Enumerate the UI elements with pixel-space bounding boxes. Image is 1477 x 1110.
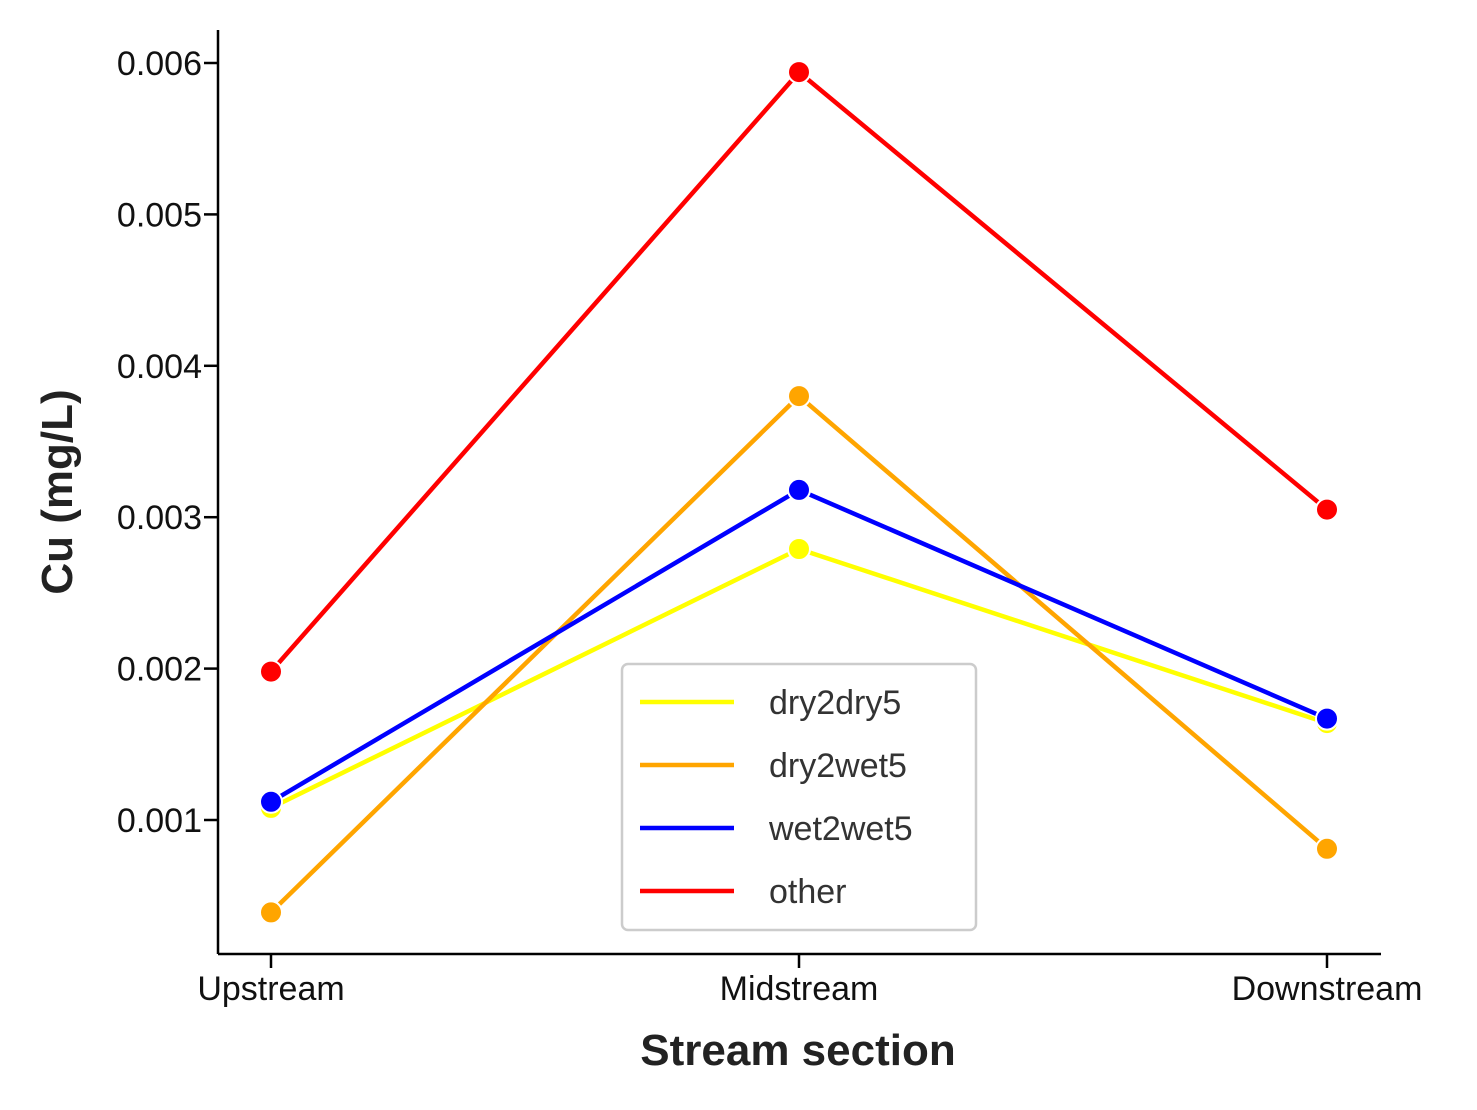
- legend: dry2dry5 dry2wet5 wet2wet5 other: [620, 662, 978, 932]
- x-axis-title: Stream section: [640, 1026, 955, 1075]
- data-point-dry2wet5: [1315, 836, 1339, 861]
- x-tick-label: Upstream: [197, 970, 344, 1008]
- data-point-dry2dry5: [787, 537, 811, 561]
- data-point-other: [787, 60, 811, 85]
- legend-label-dry2dry5: dry2dry5: [769, 684, 901, 722]
- y-tick-label: 0.001: [117, 802, 202, 840]
- series-wet2wet5: [259, 477, 1339, 814]
- y-tick-label: 0.005: [117, 196, 202, 234]
- legend-label-wet2wet5: wet2wet5: [768, 810, 913, 848]
- legend-label-dry2wet5: dry2wet5: [769, 747, 907, 785]
- axes: 0.001 0.002 0.003 0.004 0.005 0.006 Upstream Mi…: [117, 30, 1423, 1008]
- x-tick-label: Midstream: [720, 970, 879, 1008]
- data-point-wet2wet5: [787, 477, 811, 502]
- series-dry2wet5: [259, 384, 1339, 925]
- legend-label-other: other: [769, 873, 847, 911]
- series-line-other: [269, 69, 1329, 674]
- y-tick-label: 0.003: [117, 499, 202, 537]
- series-other: [259, 60, 1339, 684]
- y-tick-label: 0.002: [117, 651, 202, 689]
- x-tick-label: Downstream: [1232, 970, 1423, 1008]
- y-tick-label: 0.004: [117, 348, 202, 386]
- data-point-other: [1315, 497, 1339, 522]
- y-axis-title: Cu (mg/L): [33, 389, 82, 594]
- y-tick-label: 0.006: [117, 45, 202, 83]
- data-point-dry2wet5: [787, 384, 811, 409]
- data-point-wet2wet5: [259, 789, 283, 814]
- legend-box: [620, 662, 978, 932]
- data-point-dry2wet5: [259, 900, 283, 925]
- data-point-wet2wet5: [1315, 706, 1339, 731]
- series-lines: [259, 60, 1339, 925]
- data-point-other: [259, 659, 283, 684]
